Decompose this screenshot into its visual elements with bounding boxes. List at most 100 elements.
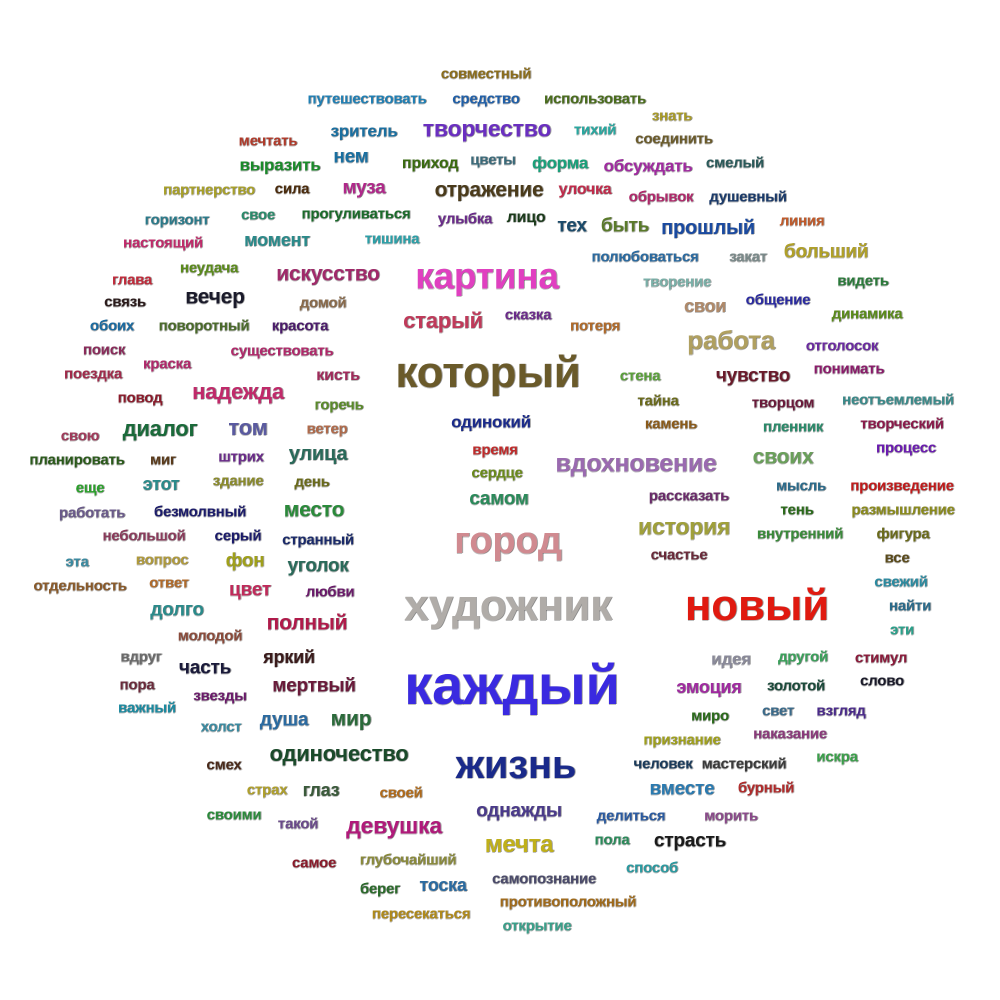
- word: другой: [777, 648, 829, 666]
- word: поиск: [82, 341, 126, 359]
- word: еще: [75, 479, 105, 497]
- word: уголок: [287, 555, 349, 577]
- word: самом: [469, 488, 529, 510]
- word: пересекаться: [371, 905, 471, 923]
- word: золотой: [766, 677, 826, 695]
- word: средство: [452, 90, 520, 108]
- word: стена: [619, 367, 661, 385]
- word: молодой: [177, 627, 243, 645]
- word: улочка: [558, 181, 612, 198]
- word: обоих: [89, 317, 135, 335]
- word: потеря: [569, 317, 621, 335]
- word: цвет: [229, 579, 271, 601]
- word: ответ: [149, 574, 189, 592]
- word: свои: [683, 296, 727, 316]
- word: часть: [178, 657, 232, 679]
- word: зритель: [330, 121, 398, 141]
- word: творцом: [751, 394, 815, 412]
- word: рассказать: [648, 487, 730, 505]
- word: человек: [633, 755, 693, 773]
- word: свет: [761, 702, 795, 720]
- word: который: [395, 348, 581, 397]
- word: смех: [206, 756, 242, 774]
- word: творчество: [422, 115, 552, 142]
- word: вечер: [185, 285, 245, 309]
- word: существовать: [230, 342, 334, 360]
- word: закат: [729, 248, 767, 266]
- word: страсть: [653, 830, 727, 852]
- word: нем: [333, 146, 369, 168]
- word: эта: [65, 553, 89, 571]
- word: признание: [643, 731, 721, 749]
- word: место: [283, 498, 345, 522]
- word: яркий: [263, 647, 315, 667]
- word: связь: [104, 293, 146, 311]
- word: работа: [687, 325, 775, 355]
- word: своих: [752, 445, 814, 469]
- word: приход: [401, 155, 459, 172]
- word: прогуливаться: [301, 205, 411, 223]
- word: неудача: [179, 259, 239, 277]
- word: кисть: [316, 367, 360, 384]
- word: глубочайший: [359, 851, 457, 869]
- word: повод: [117, 389, 163, 407]
- word: планировать: [29, 451, 125, 469]
- word: миро: [691, 707, 729, 725]
- word: долго: [150, 599, 204, 621]
- word: здание: [212, 472, 264, 490]
- word: глаз: [302, 780, 340, 800]
- word: жизнь: [455, 743, 577, 787]
- word: картина: [415, 255, 559, 297]
- word: сказка: [504, 306, 552, 324]
- word: своими: [206, 806, 262, 824]
- word: глава: [111, 271, 153, 289]
- word: одиночество: [269, 741, 409, 766]
- word: мертвый: [272, 675, 356, 697]
- word: обсуждать: [603, 156, 693, 176]
- word: фон: [225, 550, 265, 572]
- word: наказание: [753, 725, 827, 743]
- word: самопознание: [491, 870, 597, 888]
- word: поездка: [64, 365, 122, 383]
- word: неотъемлемый: [842, 391, 954, 409]
- word: цветы: [470, 151, 516, 169]
- word: выразить: [239, 155, 321, 175]
- word: эмоция: [676, 677, 742, 697]
- word: девушка: [346, 812, 442, 839]
- word: любви: [305, 583, 355, 601]
- word: тоска: [419, 875, 467, 895]
- word: надежда: [192, 379, 284, 404]
- word: сила: [274, 180, 310, 198]
- word: лицо: [506, 209, 546, 226]
- word: вдруг: [120, 648, 162, 666]
- word: поворотный: [158, 317, 250, 335]
- word: отдельность: [33, 577, 127, 595]
- word: морить: [704, 807, 758, 825]
- word: мир: [330, 707, 372, 731]
- word: путешествовать: [307, 90, 427, 108]
- word: миг: [150, 451, 176, 469]
- word: момент: [244, 230, 310, 250]
- word: эти: [889, 621, 915, 639]
- word: прошлый: [661, 217, 755, 239]
- word: своей: [379, 784, 423, 802]
- word: совместный: [440, 65, 532, 83]
- word: красота: [271, 317, 329, 335]
- word: серый: [214, 527, 262, 545]
- word: небольшой: [102, 527, 186, 545]
- word: однажды: [476, 800, 562, 822]
- word: искусство: [276, 262, 380, 286]
- word: пола: [594, 831, 630, 849]
- word: общение: [745, 291, 811, 309]
- word: страх: [246, 781, 288, 799]
- word: тень: [780, 501, 814, 519]
- word: мечтать: [238, 132, 298, 150]
- word: история: [637, 513, 731, 540]
- word: вопрос: [135, 551, 189, 569]
- word: отражение: [434, 178, 544, 202]
- word: процесс: [875, 439, 937, 457]
- word: способ: [626, 859, 678, 877]
- word: найти: [888, 597, 932, 615]
- word: мысль: [776, 477, 826, 495]
